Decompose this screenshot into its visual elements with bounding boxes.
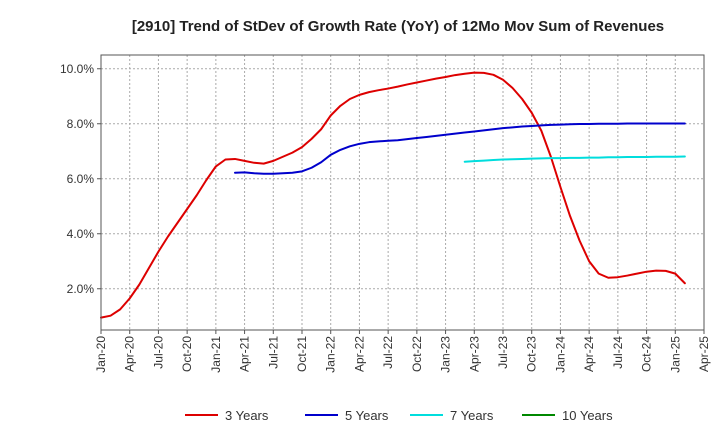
x-tick-label: Apr-23 xyxy=(467,336,481,372)
legend-label-3-years: 3 Years xyxy=(225,408,269,423)
series-line-5-years xyxy=(234,122,686,175)
legend-label-10-years: 10 Years xyxy=(562,408,613,423)
plot-frame xyxy=(100,54,705,331)
y-tick-label: 10.0% xyxy=(60,62,94,76)
plot-area xyxy=(101,55,704,330)
x-tick-label: Oct-24 xyxy=(640,336,654,372)
series-line-3-years xyxy=(100,71,686,319)
x-tick-label: Jan-22 xyxy=(324,336,338,373)
x-tick-label: Jan-21 xyxy=(209,336,223,373)
x-tick-label: Jul-23 xyxy=(496,336,510,369)
x-tick-label: Oct-20 xyxy=(180,336,194,372)
legend: 3 Years 5 Years 7 Years 10 Years xyxy=(185,408,613,423)
legend-label-7-years: 7 Years xyxy=(450,408,494,423)
y-tick-label: 2.0% xyxy=(67,282,95,296)
x-tick-label: Oct-22 xyxy=(410,336,424,372)
y-axis: 2.0% 4.0% 6.0% 8.0% 10.0% xyxy=(60,62,101,296)
y-tick-label: 4.0% xyxy=(67,227,95,241)
x-tick-label: Apr-21 xyxy=(238,336,252,372)
x-tick-label: Apr-22 xyxy=(352,336,366,372)
x-tick-label: Jan-24 xyxy=(553,336,567,373)
chart-title: [2910] Trend of StDev of Growth Rate (Yo… xyxy=(132,18,664,35)
y-tick-label: 6.0% xyxy=(67,172,95,186)
x-tick-label: Jan-25 xyxy=(668,336,682,373)
x-tick-label: Oct-21 xyxy=(295,336,309,372)
x-tick-label: Jan-23 xyxy=(439,336,453,373)
x-tick-label: Apr-24 xyxy=(582,336,596,372)
x-tick-label: Apr-20 xyxy=(123,336,137,372)
x-tick-label: Jul-22 xyxy=(381,336,395,369)
x-axis: Jan-20 Apr-20 Jul-20 Oct-20 Jan-21 Apr-21 Jul-… xyxy=(94,330,711,373)
x-tick-label: Apr-25 xyxy=(697,336,711,372)
series-lines xyxy=(100,71,686,319)
series-line-7-years xyxy=(463,155,686,163)
x-tick-label: Oct-23 xyxy=(525,336,539,372)
grid xyxy=(101,55,704,330)
y-tick-label: 8.0% xyxy=(67,117,95,131)
legend-label-5-years: 5 Years xyxy=(345,408,389,423)
x-tick-label: Jan-20 xyxy=(94,336,108,373)
x-tick-label: Jul-20 xyxy=(151,336,165,369)
x-tick-label: Jul-21 xyxy=(266,336,280,369)
x-tick-label: Jul-24 xyxy=(611,336,625,369)
